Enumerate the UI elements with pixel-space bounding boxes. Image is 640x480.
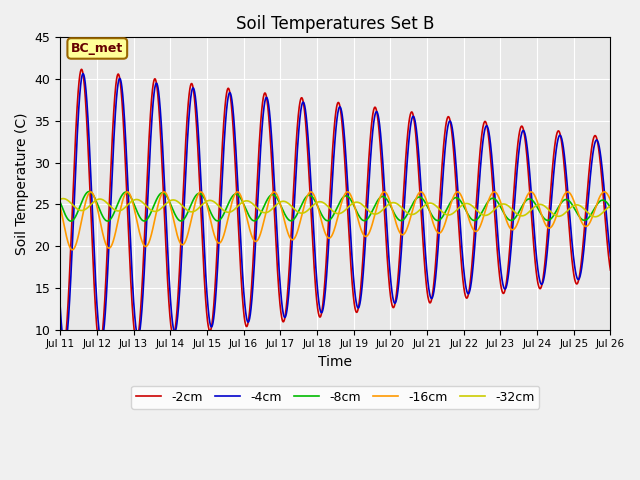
-8cm	[436, 216, 444, 222]
-4cm	[228, 95, 236, 100]
-2cm	[481, 119, 489, 124]
-8cm	[481, 203, 489, 209]
-4cm	[79, 71, 87, 77]
-8cm	[123, 190, 131, 195]
X-axis label: Time: Time	[318, 355, 352, 369]
-8cm	[92, 196, 99, 202]
-8cm	[56, 199, 64, 205]
Line: -8cm: -8cm	[60, 192, 611, 221]
-2cm	[77, 66, 85, 72]
-8cm	[85, 189, 93, 194]
Legend: -2cm, -4cm, -8cm, -16cm, -32cm: -2cm, -4cm, -8cm, -16cm, -32cm	[131, 385, 540, 408]
-16cm	[122, 190, 130, 196]
-4cm	[61, 343, 68, 348]
-2cm	[123, 188, 131, 194]
-16cm	[123, 189, 131, 195]
-32cm	[60, 196, 67, 202]
Line: -16cm: -16cm	[60, 192, 611, 250]
-16cm	[68, 247, 76, 252]
-32cm	[591, 214, 599, 220]
-4cm	[56, 303, 64, 309]
-32cm	[436, 207, 444, 213]
-2cm	[607, 267, 614, 273]
-16cm	[607, 197, 614, 203]
-2cm	[92, 300, 99, 306]
-16cm	[436, 229, 444, 235]
-8cm	[228, 195, 236, 201]
-2cm	[56, 329, 64, 335]
-2cm	[228, 104, 236, 109]
-16cm	[228, 201, 236, 207]
-4cm	[436, 208, 444, 214]
-32cm	[56, 196, 64, 202]
-8cm	[67, 218, 75, 224]
-4cm	[122, 141, 130, 147]
-16cm	[481, 207, 489, 213]
-32cm	[481, 213, 489, 218]
-2cm	[60, 348, 67, 353]
-4cm	[92, 269, 99, 275]
-16cm	[87, 189, 95, 195]
Line: -2cm: -2cm	[60, 69, 611, 350]
Text: BC_met: BC_met	[71, 42, 124, 55]
-32cm	[123, 203, 131, 209]
-32cm	[607, 203, 614, 209]
Line: -4cm: -4cm	[60, 74, 611, 346]
-32cm	[91, 198, 99, 204]
-4cm	[607, 253, 614, 259]
-32cm	[122, 204, 129, 210]
-16cm	[56, 204, 64, 209]
Title: Soil Temperatures Set B: Soil Temperatures Set B	[236, 15, 435, 33]
-8cm	[122, 189, 130, 195]
-8cm	[607, 205, 614, 211]
-2cm	[436, 184, 444, 190]
Line: -32cm: -32cm	[60, 199, 611, 217]
-4cm	[481, 124, 489, 130]
Y-axis label: Soil Temperature (C): Soil Temperature (C)	[15, 112, 29, 255]
-16cm	[92, 197, 99, 203]
-4cm	[123, 156, 131, 162]
-32cm	[227, 209, 235, 215]
-2cm	[122, 171, 130, 177]
